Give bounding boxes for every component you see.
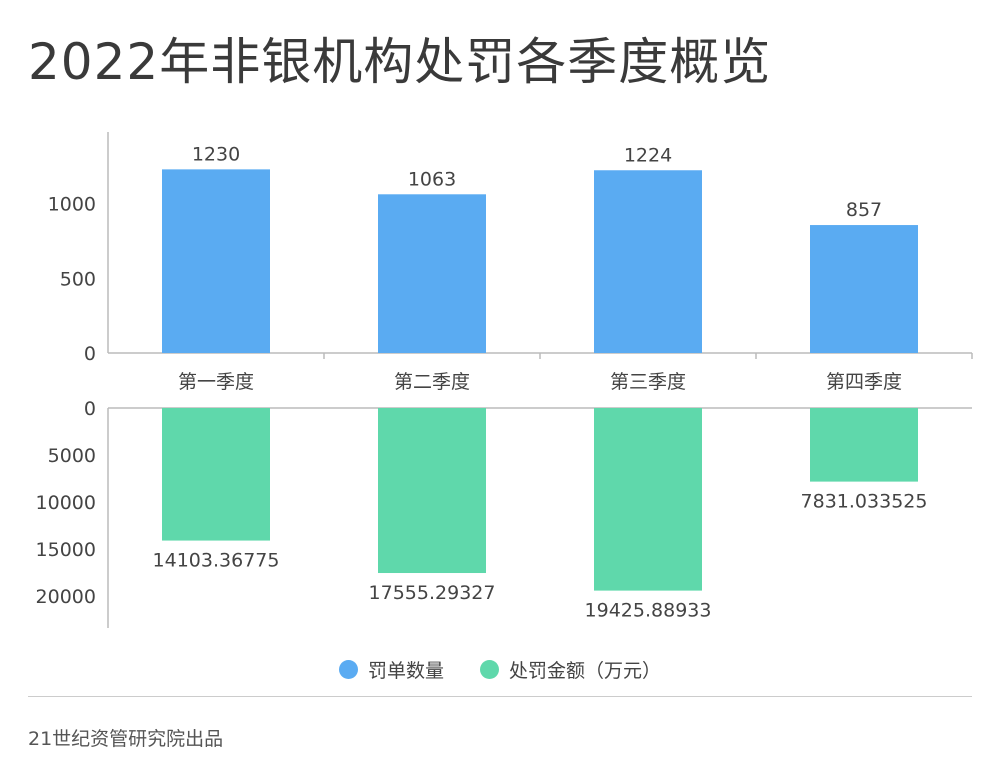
y-tick-label-top: 1000 xyxy=(48,194,96,216)
bar-count xyxy=(810,225,918,353)
y-tick-label-bottom: 10000 xyxy=(36,492,96,514)
bar-count xyxy=(162,169,270,353)
bar-amount xyxy=(810,408,918,482)
data-label-amount: 17555.29327 xyxy=(369,582,496,604)
y-tick-label-bottom: 0 xyxy=(84,398,96,420)
footer-divider xyxy=(28,696,972,697)
x-tick-label: 第三季度 xyxy=(610,371,686,393)
bar-amount xyxy=(594,408,702,591)
legend-label-count: 罚单数量 xyxy=(367,659,444,682)
legend: 罚单数量 处罚金额（万元） xyxy=(0,654,1000,684)
y-tick-label-bottom: 20000 xyxy=(36,586,96,608)
data-label-count: 1063 xyxy=(408,168,456,190)
source-note: 21世纪资管研究院出品 xyxy=(28,728,224,750)
data-label-amount: 7831.033525 xyxy=(801,491,928,513)
data-label-amount: 19425.88933 xyxy=(585,600,712,622)
x-tick-label: 第二季度 xyxy=(394,371,470,393)
bar-amount xyxy=(378,408,486,574)
y-tick-label-top: 0 xyxy=(84,343,96,365)
chart-title: 2022年非银机构处罚各季度概览 xyxy=(28,33,772,91)
legend-swatch-count xyxy=(338,659,358,679)
legend-item-count[interactable]: 罚单数量 xyxy=(338,656,444,683)
legend-swatch-amount xyxy=(480,659,499,679)
data-label-count: 1230 xyxy=(192,143,240,165)
bar-amount xyxy=(162,408,270,541)
legend-item-amount[interactable]: 处罚金额（万元） xyxy=(480,656,661,683)
x-tick-label: 第一季度 xyxy=(178,371,254,393)
data-label-count: 1224 xyxy=(624,144,672,166)
data-label-count: 857 xyxy=(846,199,882,221)
bar-count xyxy=(378,194,486,353)
y-tick-label-bottom: 15000 xyxy=(36,539,96,561)
x-tick-label: 第四季度 xyxy=(826,371,902,393)
legend-label-amount: 处罚金额（万元） xyxy=(509,659,662,682)
y-tick-label-bottom: 5000 xyxy=(48,445,96,467)
y-tick-label-top: 500 xyxy=(60,268,96,290)
data-label-amount: 14103.36775 xyxy=(153,550,280,572)
bar-count xyxy=(594,170,702,353)
